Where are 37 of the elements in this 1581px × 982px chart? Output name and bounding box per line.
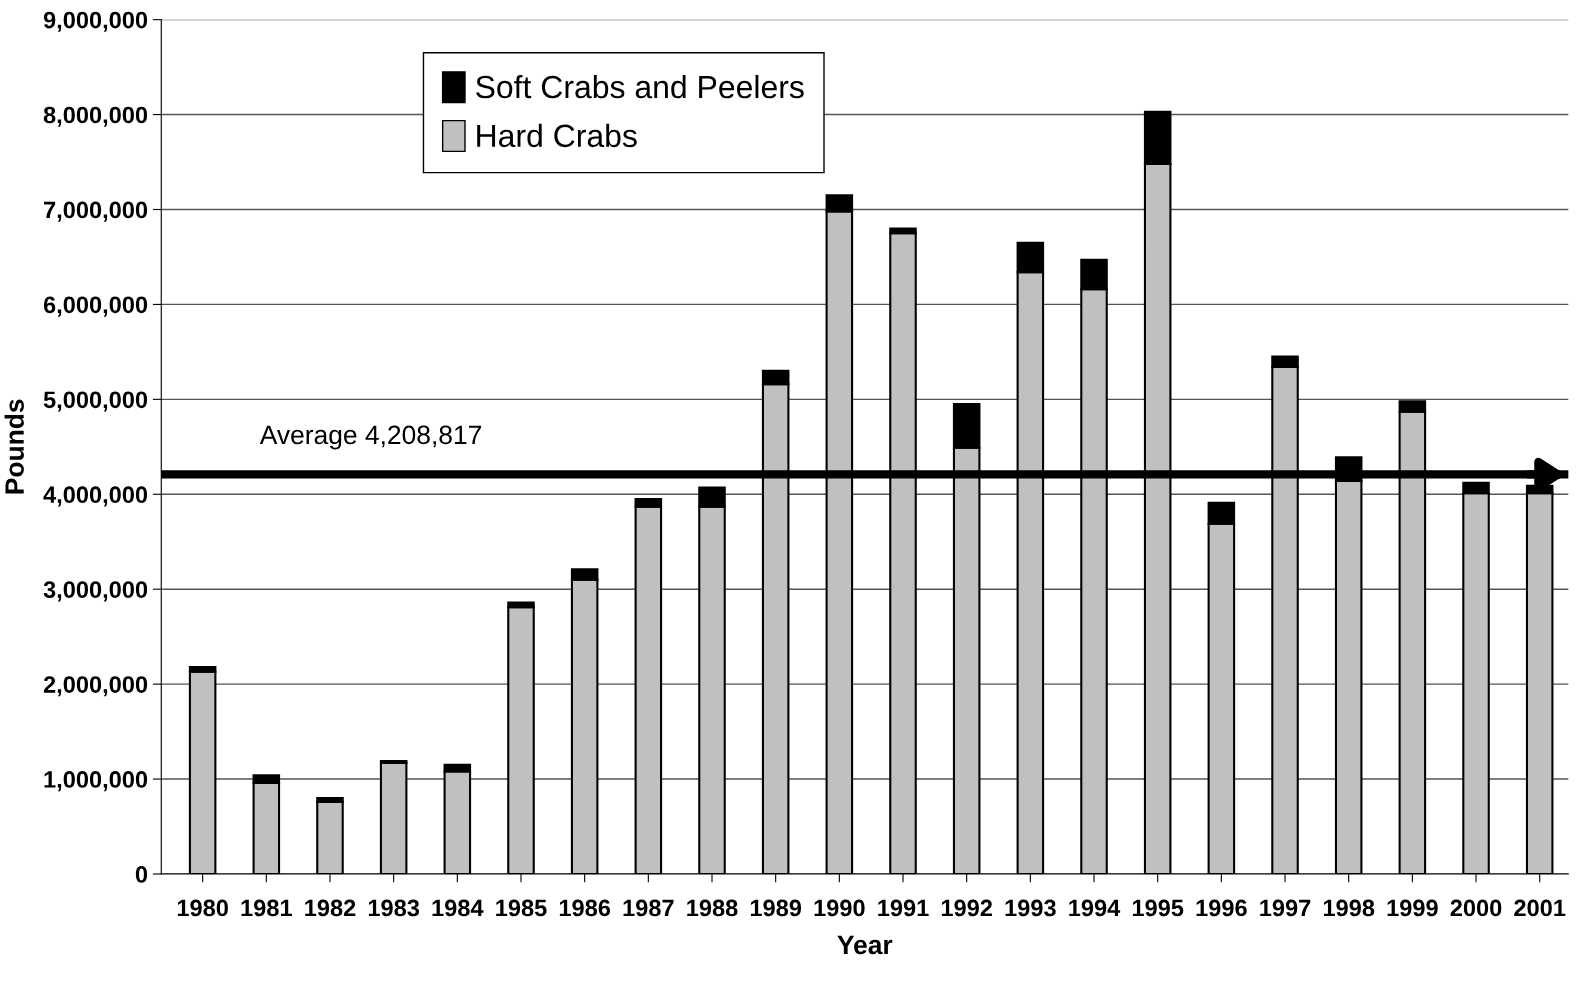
x-tick-label: 1987: [623, 899, 674, 917]
x-tick-label: 1982: [305, 899, 356, 917]
x-tick-label: 1998: [1323, 899, 1375, 917]
y-tick-label: 0: [135, 866, 148, 883]
x-tick-label: 1992: [941, 899, 992, 917]
y-tick-label: 5,000,000: [43, 391, 148, 412]
x-tick-label: 1995: [1132, 899, 1184, 917]
x-tick-label: 1991: [878, 899, 929, 917]
x-tick-label: 1985: [496, 899, 547, 917]
y-tick-label: 3,000,000: [43, 581, 148, 602]
x-tick-label: 2001: [1514, 899, 1566, 917]
x-tick-label: 1983: [368, 899, 420, 917]
legend-label: Soft Crabs and Peelers: [476, 74, 804, 99]
y-tick-label: 6,000,000: [43, 296, 148, 317]
y-tick-label: 9,000,000: [43, 11, 148, 32]
x-tick-label: 2000: [1450, 899, 1502, 917]
x-tick-label: 1980: [177, 899, 228, 917]
legend-label: Hard Crabs: [477, 123, 637, 148]
x-tick-label: 1999: [1387, 899, 1438, 917]
x-tick-label: 1986: [559, 899, 611, 917]
y-axis-title: Pounds: [4, 399, 24, 494]
y-tick-label: 8,000,000: [43, 106, 148, 127]
x-tick-label: 1996: [1196, 899, 1247, 917]
y-tick-label: 4,000,000: [43, 486, 148, 507]
x-tick-label: 1981: [241, 899, 292, 917]
x-tick-label: 1989: [750, 899, 802, 917]
y-tick-label: 7,000,000: [44, 201, 148, 222]
x-tick-label: 1997: [1260, 899, 1311, 917]
x-tick-label: 1993: [1005, 899, 1056, 917]
ref-line-label: Average 4,208,817: [259, 425, 481, 450]
y-tick-label: 2,000,000: [43, 676, 148, 697]
x-tick-label: 1990: [814, 899, 865, 917]
x-tick-label: 1988: [687, 899, 738, 917]
x-tick-label: 1994: [1069, 899, 1121, 917]
x-axis-title: Year: [837, 935, 893, 955]
x-tick-label: 1984: [432, 899, 484, 917]
y-tick-label: 1,000,000: [44, 771, 148, 792]
